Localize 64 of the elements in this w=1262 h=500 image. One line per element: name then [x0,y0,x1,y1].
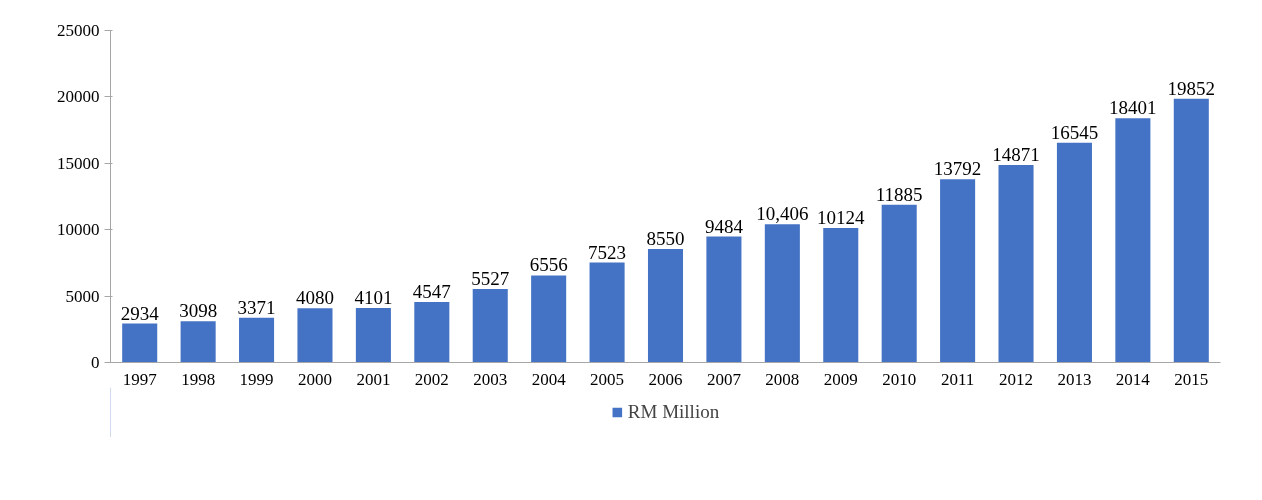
bar [589,262,625,363]
data-label: 2934 [120,302,160,324]
x-tick-label: 2013 [1057,369,1092,389]
data-label: 11885 [875,183,923,205]
data-label: 16545 [1050,121,1099,143]
x-tick-label: 2008 [765,369,800,389]
data-label: 4080 [295,287,334,309]
bar [297,308,333,363]
data-label: 4101 [354,287,393,309]
data-label: 3371 [237,296,276,318]
data-label: 8550 [646,227,685,249]
bar [180,321,216,363]
data-label: 7523 [588,241,627,263]
x-tick-label: 1998 [181,369,216,389]
data-label: 10124 [817,207,866,229]
x-tick-label: 2002 [414,369,449,389]
x-tick-label: 2007 [706,369,742,389]
legend-label: RM Million [627,401,720,423]
y-tick-label: 15000 [57,153,100,173]
data-label: 9484 [704,215,744,237]
bar [1056,142,1092,363]
data-label: 19852 [1167,77,1216,99]
bar [472,289,508,363]
x-tick-label: 2005 [590,369,625,389]
x-tick-label: 2015 [1174,369,1209,389]
x-tick-label: 1999 [239,369,274,389]
data-label: 3098 [179,300,218,322]
bar [940,179,976,363]
x-tick-label: 2003 [473,369,508,389]
bar [764,224,800,363]
bar [531,275,567,363]
data-label: 10,406 [756,203,809,225]
data-label: 14871 [992,144,1040,166]
x-tick-label: 2006 [648,369,683,389]
bar [1173,98,1209,363]
y-tick-label: 20000 [57,87,100,107]
x-tick-label: 2000 [297,369,332,389]
bar [355,308,391,363]
x-tick-label: 2009 [823,369,858,389]
y-tick-label: 5000 [65,286,100,306]
bar [881,204,917,363]
bar [414,302,450,363]
bar [1115,118,1151,363]
bar [998,165,1034,363]
data-label: 5527 [471,268,510,290]
x-tick-label: 2011 [940,369,975,389]
data-label: 18401 [1109,97,1157,119]
x-tick-label: 1997 [122,369,158,389]
y-tick-label: 25000 [57,21,100,40]
bar [122,323,158,363]
data-label: 13792 [933,158,982,180]
x-tick-label: 2012 [999,369,1034,389]
x-tick-label: 2010 [882,369,917,389]
y-tick-label: 10000 [57,220,100,240]
y-tick-label: 0 [91,353,100,372]
bar [706,236,742,363]
bar [647,248,684,363]
data-label: 4547 [412,281,451,303]
data-label: 6556 [529,254,568,276]
bar [239,317,275,363]
bar [823,228,859,363]
x-tick-label: 2014 [1115,369,1151,389]
x-tick-label: 2004 [531,369,567,389]
x-tick-label: 2001 [356,369,391,389]
